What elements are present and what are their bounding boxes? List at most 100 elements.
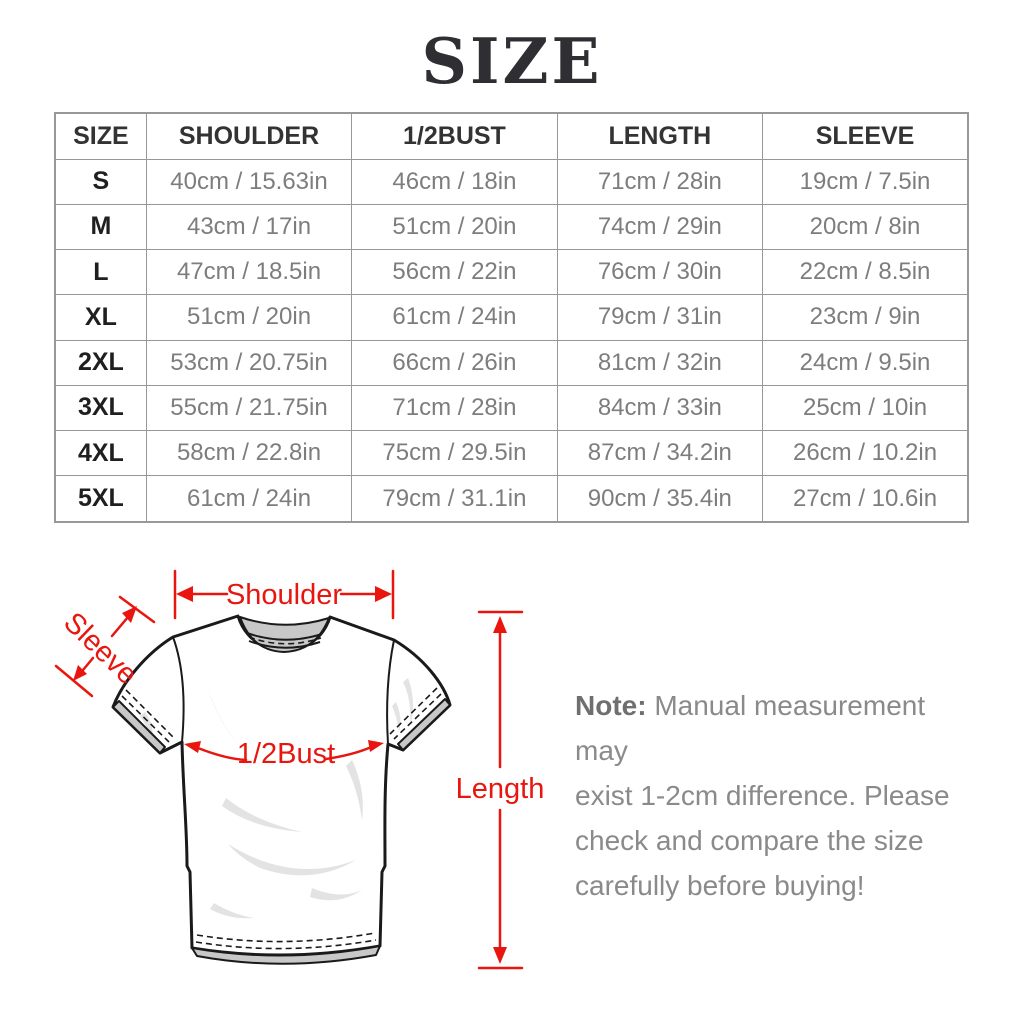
table-row: 3XL 55cm / 21.75in 71cm / 28in 84cm / 33… [54, 384, 969, 432]
length-cell: 79cm / 31in [556, 294, 764, 341]
col-header-sleeve: SLEEVE [762, 112, 969, 160]
table-row: 4XL 58cm / 22.8in 75cm / 29.5in 87cm / 3… [54, 430, 969, 477]
wrinkle [228, 844, 356, 876]
size-cell: S [54, 158, 147, 205]
sleeve-cell: 25cm / 10in [762, 384, 969, 432]
bust-cell: 56cm / 22in [351, 249, 558, 296]
sleeve-cell: 27cm / 10.6in [762, 475, 969, 523]
bust-cell: 66cm / 26in [351, 339, 558, 386]
bust-cell: 71cm / 28in [351, 384, 558, 432]
size-cell: M [54, 203, 147, 251]
bust-arrow-left [196, 746, 248, 762]
size-cell: 3XL [54, 384, 147, 432]
length-cell: 81cm / 32in [556, 339, 764, 386]
size-cell: 2XL [54, 339, 147, 386]
left-cuff-stitch [125, 689, 174, 738]
table-row: 2XL 53cm / 20.75in 66cm / 26in 81cm / 32… [54, 339, 969, 386]
bust-annotation: 1/2Bust [184, 738, 384, 770]
shoulder-annotation: Shoulder [173, 569, 395, 620]
shoulder-cell: 61cm / 24in [145, 475, 353, 523]
wrinkle [222, 798, 302, 832]
arrowhead-left-icon [184, 741, 201, 753]
collar-seam-bottom [248, 640, 321, 649]
sleeve-cell: 22cm / 8.5in [762, 249, 969, 296]
arrowhead-down-icon [73, 665, 87, 681]
col-header-length: LENGTH [556, 112, 764, 160]
shoulder-cell: 53cm / 20.75in [145, 339, 353, 386]
shoulder-label: Shoulder [226, 579, 342, 611]
length-annotation: Length [456, 610, 545, 970]
length-cell: 76cm / 30in [556, 249, 764, 296]
note-line: Note: Manual measurement may [575, 683, 975, 773]
length-cell: 71cm / 28in [556, 158, 764, 205]
bottom-hem [191, 945, 381, 965]
arrowhead-right-icon [368, 740, 384, 752]
hem-stitch [195, 939, 377, 950]
right-sleeve-seam [386, 639, 395, 745]
wrinkle [310, 888, 362, 901]
shoulder-cell: 40cm / 15.63in [145, 158, 353, 205]
tshirt-body-outline [111, 614, 452, 957]
sleeve-arrow-top [110, 615, 130, 638]
bust-cell: 61cm / 24in [351, 294, 558, 341]
arrowhead-down-icon [493, 947, 507, 964]
bust-cell: 79cm / 31.1in [351, 475, 558, 523]
arrowhead-up-icon [493, 616, 507, 633]
shoulder-cell: 58cm / 22.8in [145, 430, 353, 477]
left-cuff [112, 700, 166, 754]
right-cuff-stitch [393, 693, 442, 740]
sleeve-cell: 20cm / 8in [762, 203, 969, 251]
hem-stitch [196, 932, 376, 943]
wrinkle [210, 903, 254, 919]
right-cuff [397, 698, 451, 751]
wrinkle [392, 702, 401, 732]
note-line: exist 1-2cm difference. Please [575, 780, 950, 811]
right-cuff-stitch [389, 687, 438, 735]
table-row: L 47cm / 18.5in 56cm / 22in 76cm / 30in … [54, 249, 969, 296]
size-cell: 4XL [54, 430, 147, 477]
tshirt-drawing [111, 614, 452, 965]
bust-cell: 51cm / 20in [351, 203, 558, 251]
note-text: Note: Manual measurement may exist 1-2cm… [575, 683, 975, 908]
size-cell: 5XL [54, 475, 147, 523]
length-cell: 87cm / 34.2in [556, 430, 764, 477]
wrinkle [403, 678, 414, 726]
wrinkle [346, 760, 363, 820]
shoulder-cell: 43cm / 17in [145, 203, 353, 251]
left-sleeve-seam [172, 636, 185, 743]
sleeve-cell: 24cm / 9.5in [762, 339, 969, 386]
size-table: SIZE SHOULDER 1/2BUST LENGTH SLEEVE S 40… [54, 112, 969, 523]
arrowhead-left-icon [176, 586, 193, 602]
sleeve-arrow-bottom [81, 656, 95, 672]
note-label: Note: [575, 690, 647, 721]
length-label: Length [456, 773, 545, 805]
table-row: S 40cm / 15.63in 46cm / 18in 71cm / 28in… [54, 158, 969, 205]
length-cell: 74cm / 29in [556, 203, 764, 251]
note-line: carefully before buying! [575, 870, 865, 901]
sleeve-tick-bottom [54, 664, 94, 698]
length-cell: 84cm / 33in [556, 384, 764, 432]
sleeve-cell: 19cm / 7.5in [762, 158, 969, 205]
sleeve-cell: 23cm / 9in [762, 294, 969, 341]
shoulder-cell: 47cm / 18.5in [145, 249, 353, 296]
bust-cell: 46cm / 18in [351, 158, 558, 205]
sleeve-tick-top [118, 595, 156, 624]
bust-label: 1/2Bust [237, 738, 335, 770]
table-row: 5XL 61cm / 24in 79cm / 31.1in 90cm / 35.… [54, 475, 969, 523]
shoulder-cell: 51cm / 20in [145, 294, 353, 341]
collar-seam-top [246, 632, 323, 641]
arrowhead-right-icon [375, 586, 392, 602]
col-header-bust: 1/2BUST [351, 112, 558, 160]
bust-arrow-right [324, 746, 371, 761]
note-line: check and compare the size [575, 825, 924, 856]
note-line-text: Manual measurement may [575, 690, 926, 766]
arrowhead-up-icon [122, 606, 137, 623]
table-row: M 43cm / 17in 51cm / 20in 74cm / 29in 20… [54, 203, 969, 251]
left-cuff-stitch [121, 695, 170, 743]
sleeve-cell: 26cm / 10.2in [762, 430, 969, 477]
bust-cell: 75cm / 29.5in [351, 430, 558, 477]
page-title: SIZE [421, 24, 603, 98]
table-row: XL 51cm / 20in 61cm / 24in 79cm / 31in 2… [54, 294, 969, 341]
